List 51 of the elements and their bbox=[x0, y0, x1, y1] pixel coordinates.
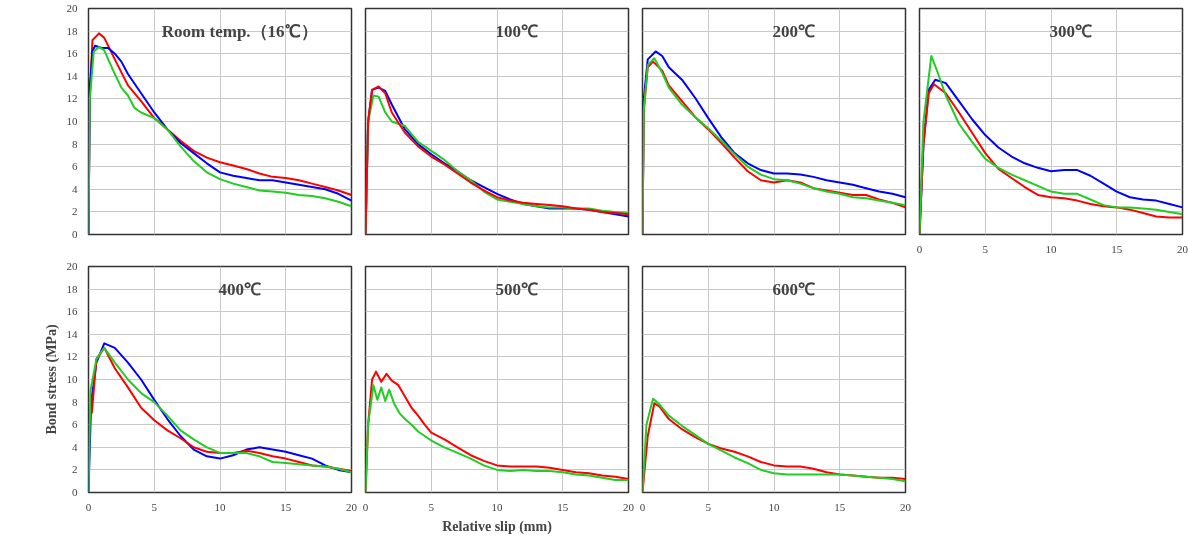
x-tick-label: 10 bbox=[491, 500, 503, 513]
y-tick-label: 20 bbox=[66, 260, 78, 272]
text: Room temp.（16℃） bbox=[161, 21, 318, 41]
y-tick-label: 18 bbox=[66, 24, 78, 37]
y-tick-label: 2 bbox=[72, 463, 78, 476]
x-tick-label: 0 bbox=[85, 500, 92, 513]
x-tick-label: 10 bbox=[1045, 242, 1057, 255]
y-tick-label: 12 bbox=[66, 350, 78, 363]
x-tick-label: 0 bbox=[639, 500, 646, 513]
text: 400℃ bbox=[218, 279, 261, 299]
y-tick-label: 8 bbox=[72, 395, 78, 408]
x-tick-label: 20 bbox=[1177, 242, 1188, 255]
y-tick-label: 10 bbox=[66, 115, 78, 127]
text: 600℃ bbox=[772, 279, 815, 299]
y-tick-label: 8 bbox=[72, 137, 78, 150]
y-tick-label: 14 bbox=[66, 327, 78, 340]
y-tick-label: 16 bbox=[66, 47, 78, 60]
x-tick-label: 5 bbox=[705, 500, 712, 513]
y-tick-label: 18 bbox=[66, 282, 78, 295]
x-axis-title: Relative slip (mm) bbox=[442, 518, 553, 535]
text: 500℃ bbox=[495, 279, 538, 299]
x-tick-label: 15 bbox=[557, 500, 569, 513]
y-tick-label: 14 bbox=[66, 69, 78, 82]
text: 100℃ bbox=[495, 21, 538, 41]
y-tick-label: 0 bbox=[72, 228, 78, 240]
x-tick-label: 10 bbox=[214, 500, 226, 513]
y-tick-label: 6 bbox=[72, 160, 78, 173]
y-tick-label: 0 bbox=[72, 486, 78, 498]
y-tick-label: 2 bbox=[72, 205, 78, 218]
x-tick-label: 15 bbox=[1111, 242, 1123, 255]
x-tick-label: 20 bbox=[623, 500, 635, 513]
y-tick-label: 20 bbox=[66, 2, 78, 14]
text: 200℃ bbox=[772, 21, 815, 41]
x-tick-label: 10 bbox=[768, 500, 780, 513]
x-tick-label: 5 bbox=[428, 500, 435, 513]
x-tick-label: 20 bbox=[900, 500, 912, 513]
x-tick-label: 0 bbox=[362, 500, 369, 513]
x-tick-label: 5 bbox=[982, 242, 989, 255]
y-tick-label: 16 bbox=[66, 305, 78, 318]
y-tick-label: 4 bbox=[72, 182, 78, 195]
x-tick-label: 20 bbox=[346, 500, 358, 513]
y-tick-label: 10 bbox=[66, 373, 78, 385]
y-axis-title: Bond stress (MPa) bbox=[43, 324, 60, 435]
x-tick-label: 15 bbox=[834, 500, 846, 513]
x-tick-label: 15 bbox=[280, 500, 292, 513]
x-tick-label: 5 bbox=[151, 500, 158, 513]
y-tick-label: 6 bbox=[72, 418, 78, 431]
y-tick-label: 12 bbox=[66, 92, 78, 105]
x-tick-label: 0 bbox=[916, 242, 923, 255]
text: 300℃ bbox=[1049, 21, 1092, 41]
y-tick-label: 4 bbox=[72, 440, 78, 453]
